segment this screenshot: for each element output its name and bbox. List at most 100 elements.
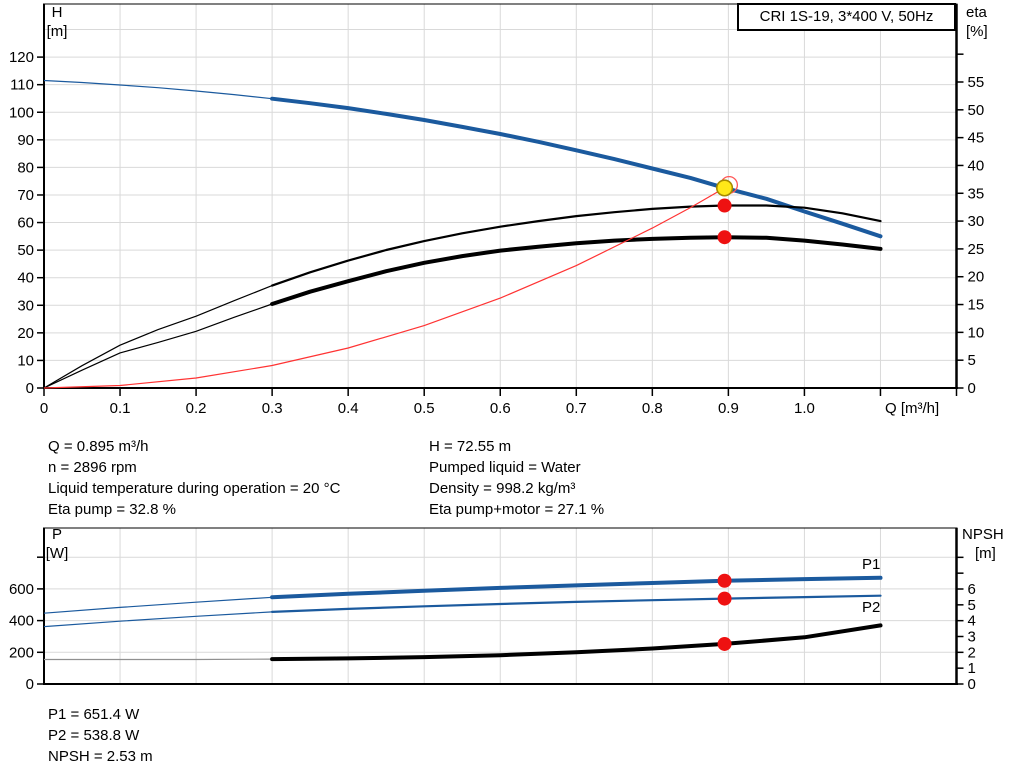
curve-label-p1: P1 — [862, 556, 880, 573]
svg-text:3: 3 — [968, 629, 976, 646]
svg-text:40: 40 — [968, 157, 985, 174]
axis-label-p: P — [51, 526, 62, 543]
svg-text:2: 2 — [968, 644, 976, 661]
svg-text:50: 50 — [968, 102, 985, 119]
svg-text:6: 6 — [968, 581, 976, 598]
npsh-axis-unit-label: NPSH [m] — [962, 525, 1022, 563]
svg-text:1: 1 — [968, 660, 976, 677]
svg-text:0.6: 0.6 — [490, 400, 511, 417]
axis-unit-w: [W] — [45, 545, 69, 562]
series-eta-pump-motor — [43, 235, 883, 389]
axis-unit-m2: [m] — [975, 545, 996, 562]
series-npsh — [44, 623, 883, 662]
plot-border — [43, 3, 958, 389]
plot-border — [43, 527, 958, 685]
svg-text:0.1: 0.1 — [110, 400, 131, 417]
svg-text:0: 0 — [26, 676, 34, 693]
svg-text:55: 55 — [968, 74, 985, 91]
gridlines — [44, 4, 957, 388]
hq-eta-chart: 0 10 20 30 40 50 60 70 80 90 100 110 120 0 5 10 15 20 25 30… — [9, 3, 985, 417]
svg-text:20: 20 — [968, 269, 985, 286]
svg-text:0.5: 0.5 — [414, 400, 435, 417]
axis-label-npsh: NPSH — [962, 526, 1004, 543]
svg-text:0: 0 — [968, 676, 976, 693]
svg-text:0: 0 — [40, 400, 48, 417]
series-p2 — [43, 594, 882, 628]
svg-text:400: 400 — [9, 613, 34, 630]
svg-text:30: 30 — [968, 213, 985, 230]
info-line-eta-total: Eta pump+motor = 27.1 % — [429, 501, 605, 518]
svg-text:50: 50 — [17, 242, 34, 259]
axis-unit-m: [m] — [46, 23, 68, 40]
chart-title-box: CRI 1S-19, 3*400 V, 50Hz — [737, 3, 956, 31]
x-axis-ticks: 0 0.1 0.2 0.3 0.4 0.5 0.6 0.7 0.8 0.9 1.0 Q [m³/h] — [40, 389, 958, 417]
axis-label-h: H — [51, 4, 63, 21]
svg-text:20: 20 — [17, 325, 34, 342]
svg-text:4: 4 — [968, 613, 976, 630]
operating-point-dot — [717, 230, 732, 245]
series-h — [43, 79, 883, 239]
svg-text:100: 100 — [9, 104, 34, 121]
power-info-column: P1 = 651.4 W P2 = 538.8 W NPSH = 2.53 m — [48, 704, 153, 767]
svg-text:1.0: 1.0 — [794, 400, 815, 417]
svg-text:25: 25 — [968, 241, 985, 258]
info-line-q: Q = 0.895 m³/h — [48, 438, 149, 455]
info-line-head: H = 72.55 m — [429, 438, 512, 455]
info-line-liquid: Pumped liquid = Water — [429, 459, 581, 476]
svg-text:0: 0 — [968, 380, 976, 397]
svg-text:80: 80 — [17, 159, 34, 176]
series-p1 — [43, 575, 883, 614]
info-line-eta-pump: Eta pump = 32.8 % — [48, 501, 176, 518]
svg-text:110: 110 — [10, 77, 34, 94]
svg-text:45: 45 — [968, 130, 985, 147]
svg-text:0: 0 — [26, 380, 34, 397]
info-line-p1: P1 = 651.4 W — [48, 706, 140, 723]
duty-point-marker — [715, 175, 739, 197]
duty-info-left-column: Q = 0.895 m³/h n = 2896 rpm Liquid tempe… — [48, 436, 340, 520]
svg-text:0.7: 0.7 — [566, 400, 587, 417]
svg-text:60: 60 — [17, 215, 34, 232]
svg-text:600: 600 — [9, 581, 34, 598]
svg-text:5: 5 — [968, 352, 976, 369]
svg-text:Q [m³/h]: Q [m³/h] — [885, 400, 939, 417]
axis-unit-percent: [%] — [966, 23, 988, 40]
operating-point-dot — [717, 573, 732, 588]
svg-text:0.2: 0.2 — [186, 400, 207, 417]
svg-text:10: 10 — [968, 324, 985, 341]
right-axis-ticks: 0 5 10 15 20 25 30 35 40 45 50 55 — [957, 53, 985, 397]
svg-text:90: 90 — [17, 132, 34, 149]
axis-label-eta: eta — [966, 4, 987, 21]
svg-text:35: 35 — [968, 185, 985, 202]
left-axis-ticks: 0 10 20 30 40 50 60 70 80 90 100 110 120 — [9, 49, 43, 397]
left-axis-ticks: 0 200 400 600 — [9, 556, 43, 693]
info-line-speed: n = 2896 rpm — [48, 459, 137, 476]
duty-info-right-column: H = 72.55 m Pumped liquid = Water Densit… — [429, 436, 604, 520]
series-eta-pump — [43, 204, 882, 389]
info-line-density: Density = 998.2 kg/m³ — [429, 480, 576, 497]
info-line-p2: P2 = 538.8 W — [48, 727, 140, 744]
curve-label-p2: P2 — [862, 599, 880, 616]
series-system-curve — [43, 187, 725, 389]
svg-text:0.8: 0.8 — [642, 400, 663, 417]
svg-text:0.4: 0.4 — [338, 400, 359, 417]
operating-point-dot — [717, 591, 732, 606]
chart-title: CRI 1S-19, 3*400 V, 50Hz — [759, 8, 934, 25]
svg-text:40: 40 — [17, 270, 34, 287]
svg-text:0.9: 0.9 — [718, 400, 739, 417]
svg-text:120: 120 — [9, 49, 34, 66]
head-axis-unit-label: H [m] — [39, 3, 75, 41]
info-line-npsh: NPSH = 2.53 m — [48, 748, 153, 765]
power-axis-unit-label: P [W] — [39, 525, 75, 563]
svg-text:0.3: 0.3 — [262, 400, 283, 417]
svg-text:30: 30 — [17, 297, 34, 314]
svg-text:70: 70 — [17, 187, 34, 204]
svg-text:10: 10 — [17, 352, 34, 369]
info-line-temperature: Liquid temperature during operation = 20… — [48, 480, 341, 497]
operating-point-dot — [717, 198, 732, 213]
eta-axis-unit-label: eta [%] — [966, 3, 1018, 41]
svg-text:200: 200 — [9, 644, 34, 661]
